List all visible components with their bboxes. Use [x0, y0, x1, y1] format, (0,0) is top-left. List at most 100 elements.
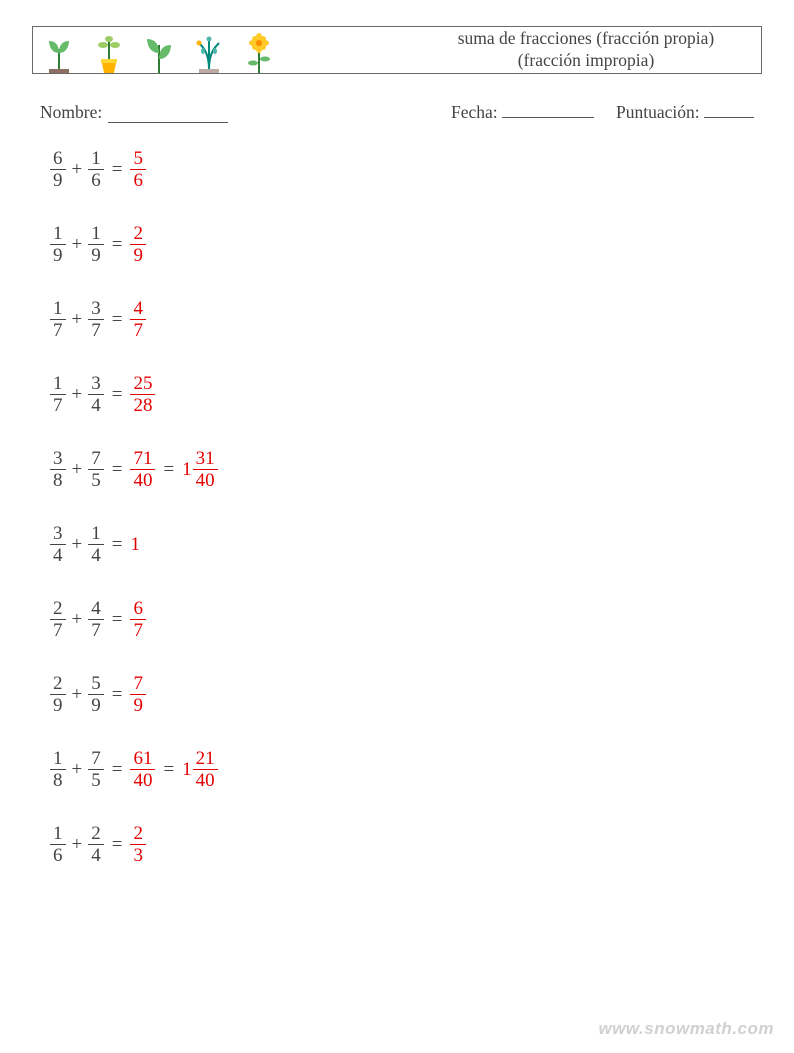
numerator: 6: [50, 149, 66, 169]
plus-operator: +: [72, 459, 83, 481]
numerator: 2: [88, 824, 104, 844]
equation-row: 17+34=2528: [50, 374, 762, 415]
plus-operator: +: [72, 834, 83, 856]
fraction: 7140: [130, 449, 155, 490]
score-label: Puntuación:: [616, 102, 700, 122]
problem-list: 69+16=5619+19=2917+37=4717+34=252838+75=…: [50, 149, 762, 865]
numerator: 1: [88, 524, 104, 544]
denominator: 8: [50, 769, 66, 790]
seedling-icon: [143, 33, 175, 73]
fraction: 18: [50, 749, 66, 790]
worksheet-title: suma de fracciones (fracción propia) (fr…: [421, 28, 751, 72]
plus-operator: +: [72, 234, 83, 256]
denominator: 9: [88, 244, 104, 265]
score-field: Puntuación:: [616, 100, 754, 123]
plus-operator: +: [72, 384, 83, 406]
denominator: 4: [88, 544, 104, 565]
denominator: 9: [88, 694, 104, 715]
numerator: 1: [88, 224, 104, 244]
fraction: 38: [50, 449, 66, 490]
fraction: 27: [50, 599, 66, 640]
denominator: 7: [130, 619, 146, 640]
denominator: 9: [130, 694, 146, 715]
denominator: 3: [130, 844, 146, 865]
meta-row: Nombre: Fecha: Puntuación:: [40, 100, 754, 123]
header-icon-row: [43, 27, 275, 73]
equation-row: 69+16=56: [50, 149, 762, 190]
denominator: 40: [130, 769, 155, 790]
equation-row: 17+37=47: [50, 299, 762, 340]
fraction: 16: [50, 824, 66, 865]
denominator: 8: [50, 469, 66, 490]
fraction: 75: [88, 449, 104, 490]
equals-sign: =: [163, 759, 174, 781]
equals-sign: =: [112, 159, 123, 181]
numerator: 1: [50, 299, 66, 319]
fraction: 37: [88, 299, 104, 340]
equals-sign: =: [112, 534, 123, 556]
fraction: 14: [88, 524, 104, 565]
equals-sign: =: [163, 459, 174, 481]
fraction: 23: [130, 824, 146, 865]
denominator: 7: [130, 319, 146, 340]
denominator: 28: [130, 394, 155, 415]
fraction: 3140: [193, 449, 218, 490]
numerator: 4: [88, 599, 104, 619]
date-blank[interactable]: [502, 100, 594, 118]
plus-operator: +: [72, 309, 83, 331]
denominator: 4: [88, 394, 104, 415]
equals-sign: =: [112, 234, 123, 256]
equals-sign: =: [112, 309, 123, 331]
numerator: 1: [50, 224, 66, 244]
denominator: 7: [50, 619, 66, 640]
denominator: 9: [130, 244, 146, 265]
fraction: 47: [130, 299, 146, 340]
header-bar: suma de fracciones (fracción propia) (fr…: [32, 26, 762, 74]
potted-plant-icon: [93, 33, 125, 73]
equals-sign: =: [112, 609, 123, 631]
equals-sign: =: [112, 459, 123, 481]
numerator: 31: [193, 449, 218, 469]
numerator: 25: [130, 374, 155, 394]
numerator: 3: [88, 374, 104, 394]
denominator: 4: [50, 544, 66, 565]
numerator: 3: [50, 524, 66, 544]
denominator: 4: [88, 844, 104, 865]
plus-operator: +: [72, 534, 83, 556]
numerator: 3: [88, 299, 104, 319]
numerator: 1: [50, 824, 66, 844]
fraction: 24: [88, 824, 104, 865]
plus-operator: +: [72, 684, 83, 706]
plus-operator: +: [72, 609, 83, 631]
fraction: 47: [88, 599, 104, 640]
numerator: 21: [193, 749, 218, 769]
numerator: 7: [130, 674, 146, 694]
fraction: 6140: [130, 749, 155, 790]
denominator: 6: [50, 844, 66, 865]
numerator: 2: [50, 674, 66, 694]
numerator: 5: [130, 149, 146, 169]
fraction: 69: [50, 149, 66, 190]
fraction: 19: [88, 224, 104, 265]
denominator: 7: [88, 319, 104, 340]
fraction: 29: [50, 674, 66, 715]
equation-row: 16+24=23: [50, 824, 762, 865]
numerator: 1: [50, 374, 66, 394]
plus-operator: +: [72, 159, 83, 181]
denominator: 6: [130, 169, 146, 190]
numerator: 1: [50, 749, 66, 769]
title-line-1: suma de fracciones (fracción propia): [421, 28, 751, 50]
equation-row: 27+47=67: [50, 599, 762, 640]
fraction: 29: [130, 224, 146, 265]
whole-part: 1: [182, 759, 192, 781]
watermark: www.snowmath.com: [598, 1019, 774, 1039]
score-blank[interactable]: [704, 100, 754, 118]
denominator: 7: [50, 319, 66, 340]
equals-sign: =: [112, 384, 123, 406]
fraction: 2528: [130, 374, 155, 415]
name-blank[interactable]: [108, 105, 228, 123]
numerator: 2: [130, 224, 146, 244]
denominator: 40: [193, 769, 218, 790]
equals-sign: =: [112, 834, 123, 856]
numerator: 1: [88, 149, 104, 169]
